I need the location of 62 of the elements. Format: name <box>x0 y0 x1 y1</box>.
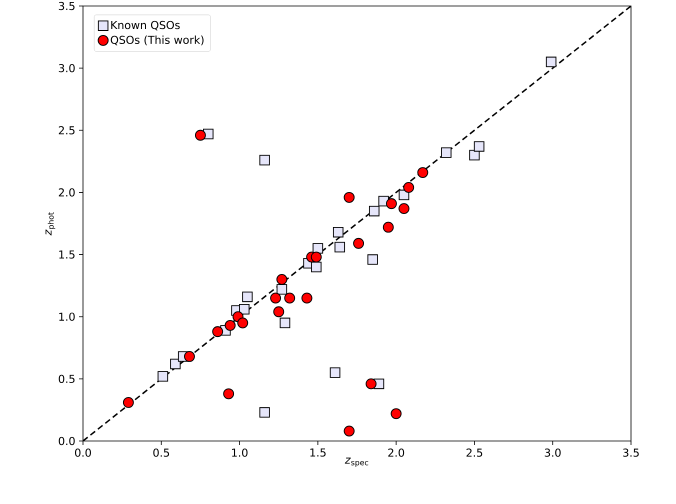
point <box>270 292 282 304</box>
x-tick-label: 2.5 <box>466 448 482 457</box>
point <box>184 351 195 362</box>
point <box>301 292 312 304</box>
point <box>441 147 452 158</box>
x-tick-label: 1.5 <box>310 448 326 457</box>
point <box>390 408 402 420</box>
point <box>237 317 248 328</box>
point <box>382 222 394 233</box>
x-tick-label: 0.0 <box>75 448 91 457</box>
y-tick-label: 3.5 <box>58 2 75 10</box>
point <box>223 388 234 400</box>
y-tick-label: 0.0 <box>58 436 75 446</box>
point <box>403 182 414 193</box>
y-tick-label: 1.0 <box>59 312 75 321</box>
legend-label: QSOs (This work) <box>110 36 204 46</box>
point <box>276 284 288 295</box>
point <box>242 292 253 302</box>
point <box>310 252 322 263</box>
point <box>417 167 428 178</box>
point <box>366 378 377 390</box>
point <box>368 206 380 216</box>
point <box>158 371 168 382</box>
point <box>170 358 181 370</box>
y-tick-label: 3.0 <box>58 64 75 72</box>
x-tick-label: 3.5 <box>623 448 639 457</box>
x-tick-label: 2.0 <box>388 448 404 457</box>
y-tick-label: 1.5 <box>59 250 75 259</box>
point <box>259 407 270 418</box>
point <box>353 238 364 249</box>
point <box>212 326 224 338</box>
point <box>259 154 270 166</box>
point <box>284 292 296 304</box>
x-tick-label: 3.0 <box>544 448 561 457</box>
x-tick-label: 0.5 <box>153 448 170 457</box>
point <box>311 262 322 272</box>
point <box>474 141 484 152</box>
point <box>194 130 206 141</box>
y-tick-label: 2.0 <box>58 188 75 197</box>
point <box>334 242 346 252</box>
y-tick-label: 0.5 <box>58 374 75 383</box>
point <box>469 150 480 160</box>
point <box>224 320 236 331</box>
point <box>312 243 324 254</box>
point <box>239 304 250 315</box>
x-axis-title: z$_{spec}$ <box>344 458 368 467</box>
point <box>280 318 290 328</box>
point <box>276 274 288 285</box>
point <box>546 56 556 68</box>
point <box>332 226 344 238</box>
point <box>398 203 410 214</box>
legend-label: Known QSOs <box>111 20 180 30</box>
point <box>344 192 355 203</box>
point <box>344 426 355 437</box>
point <box>386 198 397 210</box>
point <box>273 306 284 318</box>
x-tick-label: 1.0 <box>232 448 248 457</box>
point <box>367 254 378 265</box>
point <box>330 367 340 378</box>
y-axis-title: z$_{phot}$ <box>46 212 56 236</box>
point <box>122 397 134 408</box>
y-tick-label: 2.5 <box>58 126 75 134</box>
